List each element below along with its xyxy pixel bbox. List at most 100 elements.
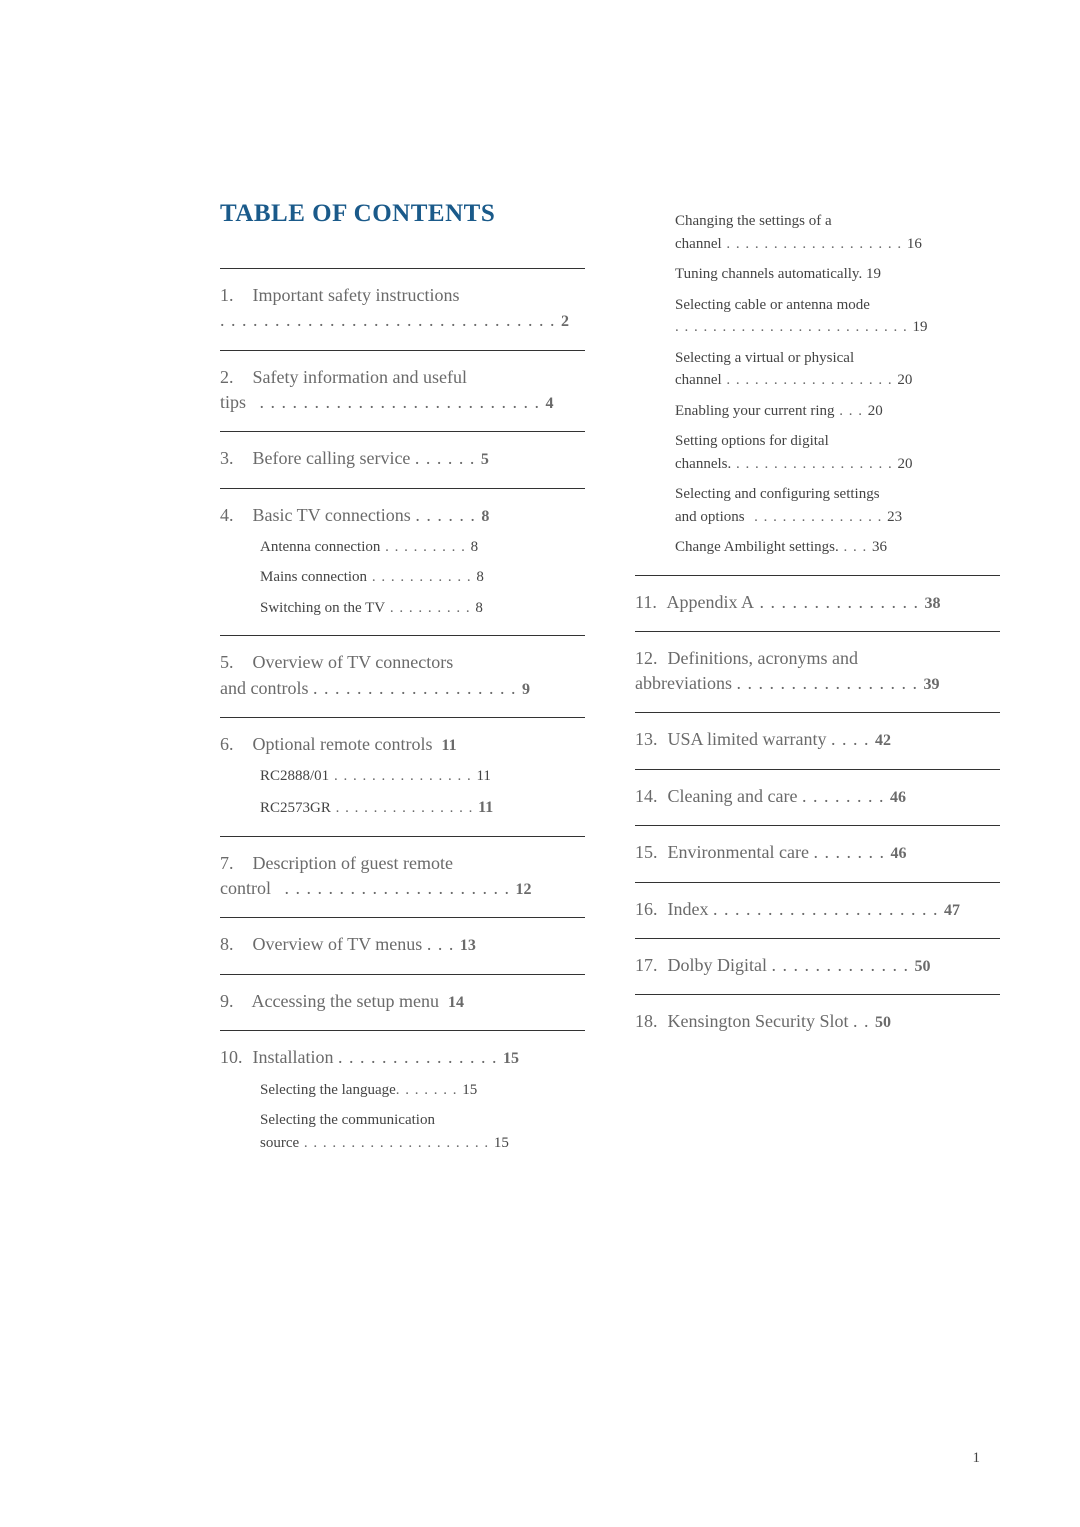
toc-section: 18. Kensington Security Slot . . 50 xyxy=(635,994,1000,1050)
leader-dots: . . . . . . xyxy=(415,505,481,525)
sub-entry: Mains connection . . . . . . . . . . . 8 xyxy=(220,566,585,589)
section-page: 5 xyxy=(481,451,489,468)
toc-section: 12. Definitions, acronyms and abbreviati… xyxy=(635,631,1000,713)
section-number: 13. xyxy=(635,727,663,752)
toc-title: TABLE OF CONTENTS xyxy=(220,200,585,228)
sub-entry: Setting options for digitalchannels. . .… xyxy=(635,430,1000,475)
leader-dots: . . . . . . . . . . . . . . . . . . . . … xyxy=(220,310,561,330)
section-text: Safety information and useful xyxy=(253,367,467,387)
section-page: 46 xyxy=(890,845,906,862)
section-page: 14 xyxy=(448,994,464,1011)
leader-dots: . . . . . . . . . . . . . . . . . . . xyxy=(313,678,522,698)
section-text: Kensington Security Slot xyxy=(668,1011,849,1031)
page-number: 1 xyxy=(973,1450,981,1467)
section-text-cont: and controls xyxy=(220,678,308,698)
toc-section: 5. Overview of TV connectors and control… xyxy=(220,635,585,717)
section-number: 2. xyxy=(220,365,248,390)
section-text: Accessing the setup menu xyxy=(252,991,439,1011)
leader-dots: . . . . xyxy=(831,729,875,749)
toc-section: 16. Index . . . . . . . . . . . . . . . … xyxy=(635,882,1000,938)
leader-dots: . . . . . . . xyxy=(813,842,890,862)
leader-dots: . . xyxy=(853,1011,875,1031)
sub-entry: Selecting a virtual or physicalchannel .… xyxy=(635,347,1000,392)
toc-section: 13. USA limited warranty . . . . 42 xyxy=(635,712,1000,768)
section-number: 15. xyxy=(635,840,663,865)
section-number: 12. xyxy=(635,646,663,671)
section-number: 7. xyxy=(220,851,248,876)
leader-dots: . . . . . . . . . . . . . . . . . xyxy=(736,673,923,693)
section-page: 50 xyxy=(875,1014,891,1031)
section-number: 1. xyxy=(220,283,248,308)
section-number: 18. xyxy=(635,1009,663,1034)
section-text: Dolby Digital xyxy=(668,955,768,975)
sub-entry: RC2888/01 . . . . . . . . . . . . . . . … xyxy=(220,765,585,788)
section-page: 12 xyxy=(516,881,532,898)
section-page: 15 xyxy=(503,1050,519,1067)
toc-section: 17. Dolby Digital . . . . . . . . . . . … xyxy=(635,938,1000,994)
toc-section: 4. Basic TV connections . . . . . . 8 An… xyxy=(220,488,585,636)
section-text-cont: tips xyxy=(220,392,246,412)
sub-entry: Selecting the communicationsource . . . … xyxy=(220,1109,585,1154)
section-number: 9. xyxy=(220,989,248,1014)
section-page: 38 xyxy=(925,595,941,612)
toc-section: 7. Description of guest remote control .… xyxy=(220,836,585,918)
section-text: Important safety instructions xyxy=(253,285,460,305)
section-text: Before calling service xyxy=(253,448,411,468)
section-text: Overview of TV connectors xyxy=(253,652,454,672)
leader-dots: . . . . . . . . . . . . . . . . . . . . … xyxy=(260,392,546,412)
leader-dots: . . . . . . . . . . . . . . . xyxy=(338,1047,503,1067)
section-text: Description of guest remote xyxy=(253,853,453,873)
sub-entry: Selecting cable or antenna mode. . . . .… xyxy=(635,294,1000,339)
sub-entry: Antenna connection . . . . . . . . . 8 xyxy=(220,536,585,559)
toc-section: 2. Safety information and useful tips . … xyxy=(220,350,585,432)
sub-entry: Selecting the language. . . . . . . 15 xyxy=(220,1079,585,1102)
sub-entry: Change Ambilight settings. . . . 36 xyxy=(635,536,1000,559)
toc-section: 11. Appendix A . . . . . . . . . . . . .… xyxy=(635,575,1000,631)
section-page: 42 xyxy=(875,732,891,749)
section-text: Optional remote controls xyxy=(253,734,433,754)
section-number: 6. xyxy=(220,732,248,757)
section-text-cont: abbreviations xyxy=(635,673,732,693)
section-page: 4 xyxy=(546,395,554,412)
toc-section: 15. Environmental care . . . . . . . 46 xyxy=(635,825,1000,881)
section-text: USA limited warranty xyxy=(668,729,827,749)
sub-entry: Tuning channels automatically. 19 xyxy=(635,263,1000,286)
leader-dots: . . . . . . . . . . . . . . . . . . . . … xyxy=(285,878,516,898)
leader-dots: . . . . . . . . . . . . . xyxy=(772,955,915,975)
toc-section: 9. Accessing the setup menu 14 xyxy=(220,974,585,1030)
section-number: 14. xyxy=(635,784,663,809)
section-page: 8 xyxy=(481,508,489,525)
toc-section: 14. Cleaning and care . . . . . . . . 46 xyxy=(635,769,1000,825)
section-text-cont: control xyxy=(220,878,271,898)
section-text: Appendix A xyxy=(667,592,755,612)
toc-section: 8. Overview of TV menus . . . 13 xyxy=(220,917,585,973)
leader-dots: . . . . . . . . xyxy=(802,786,890,806)
toc-continuation: Changing the settings of achannel . . . … xyxy=(635,200,1000,575)
sub-entry: Switching on the TV . . . . . . . . . 8 xyxy=(220,597,585,620)
section-text: Environmental care xyxy=(668,842,809,862)
toc-section: 10. Installation . . . . . . . . . . . .… xyxy=(220,1030,585,1170)
section-number: 10. xyxy=(220,1045,248,1070)
sub-entry: Changing the settings of achannel . . . … xyxy=(635,210,1000,255)
section-number: 11. xyxy=(635,590,663,615)
section-number: 4. xyxy=(220,503,248,528)
section-number: 5. xyxy=(220,650,248,675)
toc-section: 1. Important safety instructions . . . .… xyxy=(220,268,585,350)
section-page: 47 xyxy=(944,902,960,919)
sub-entry: RC2573GR . . . . . . . . . . . . . . . 1… xyxy=(220,796,585,820)
section-page: 11 xyxy=(441,737,456,754)
section-number: 8. xyxy=(220,932,248,957)
section-number: 17. xyxy=(635,953,663,978)
section-number: 16. xyxy=(635,897,663,922)
section-text: Index xyxy=(668,899,709,919)
leader-dots: . . . . . . . . . . . . . . . . . . . . … xyxy=(713,899,944,919)
section-text: Cleaning and care xyxy=(668,786,798,806)
toc-section: 3. Before calling service . . . . . . 5 xyxy=(220,431,585,487)
leader-dots: . . . xyxy=(427,934,460,954)
section-page: 13 xyxy=(460,937,476,954)
sub-entry: Enabling your current ring . . . 20 xyxy=(635,400,1000,423)
sub-entry: Selecting and configuring settingsand op… xyxy=(635,483,1000,528)
toc-section: 6. Optional remote controls 11 RC2888/01… xyxy=(220,717,585,836)
section-page: 39 xyxy=(923,676,939,693)
section-text: Installation xyxy=(253,1047,334,1067)
